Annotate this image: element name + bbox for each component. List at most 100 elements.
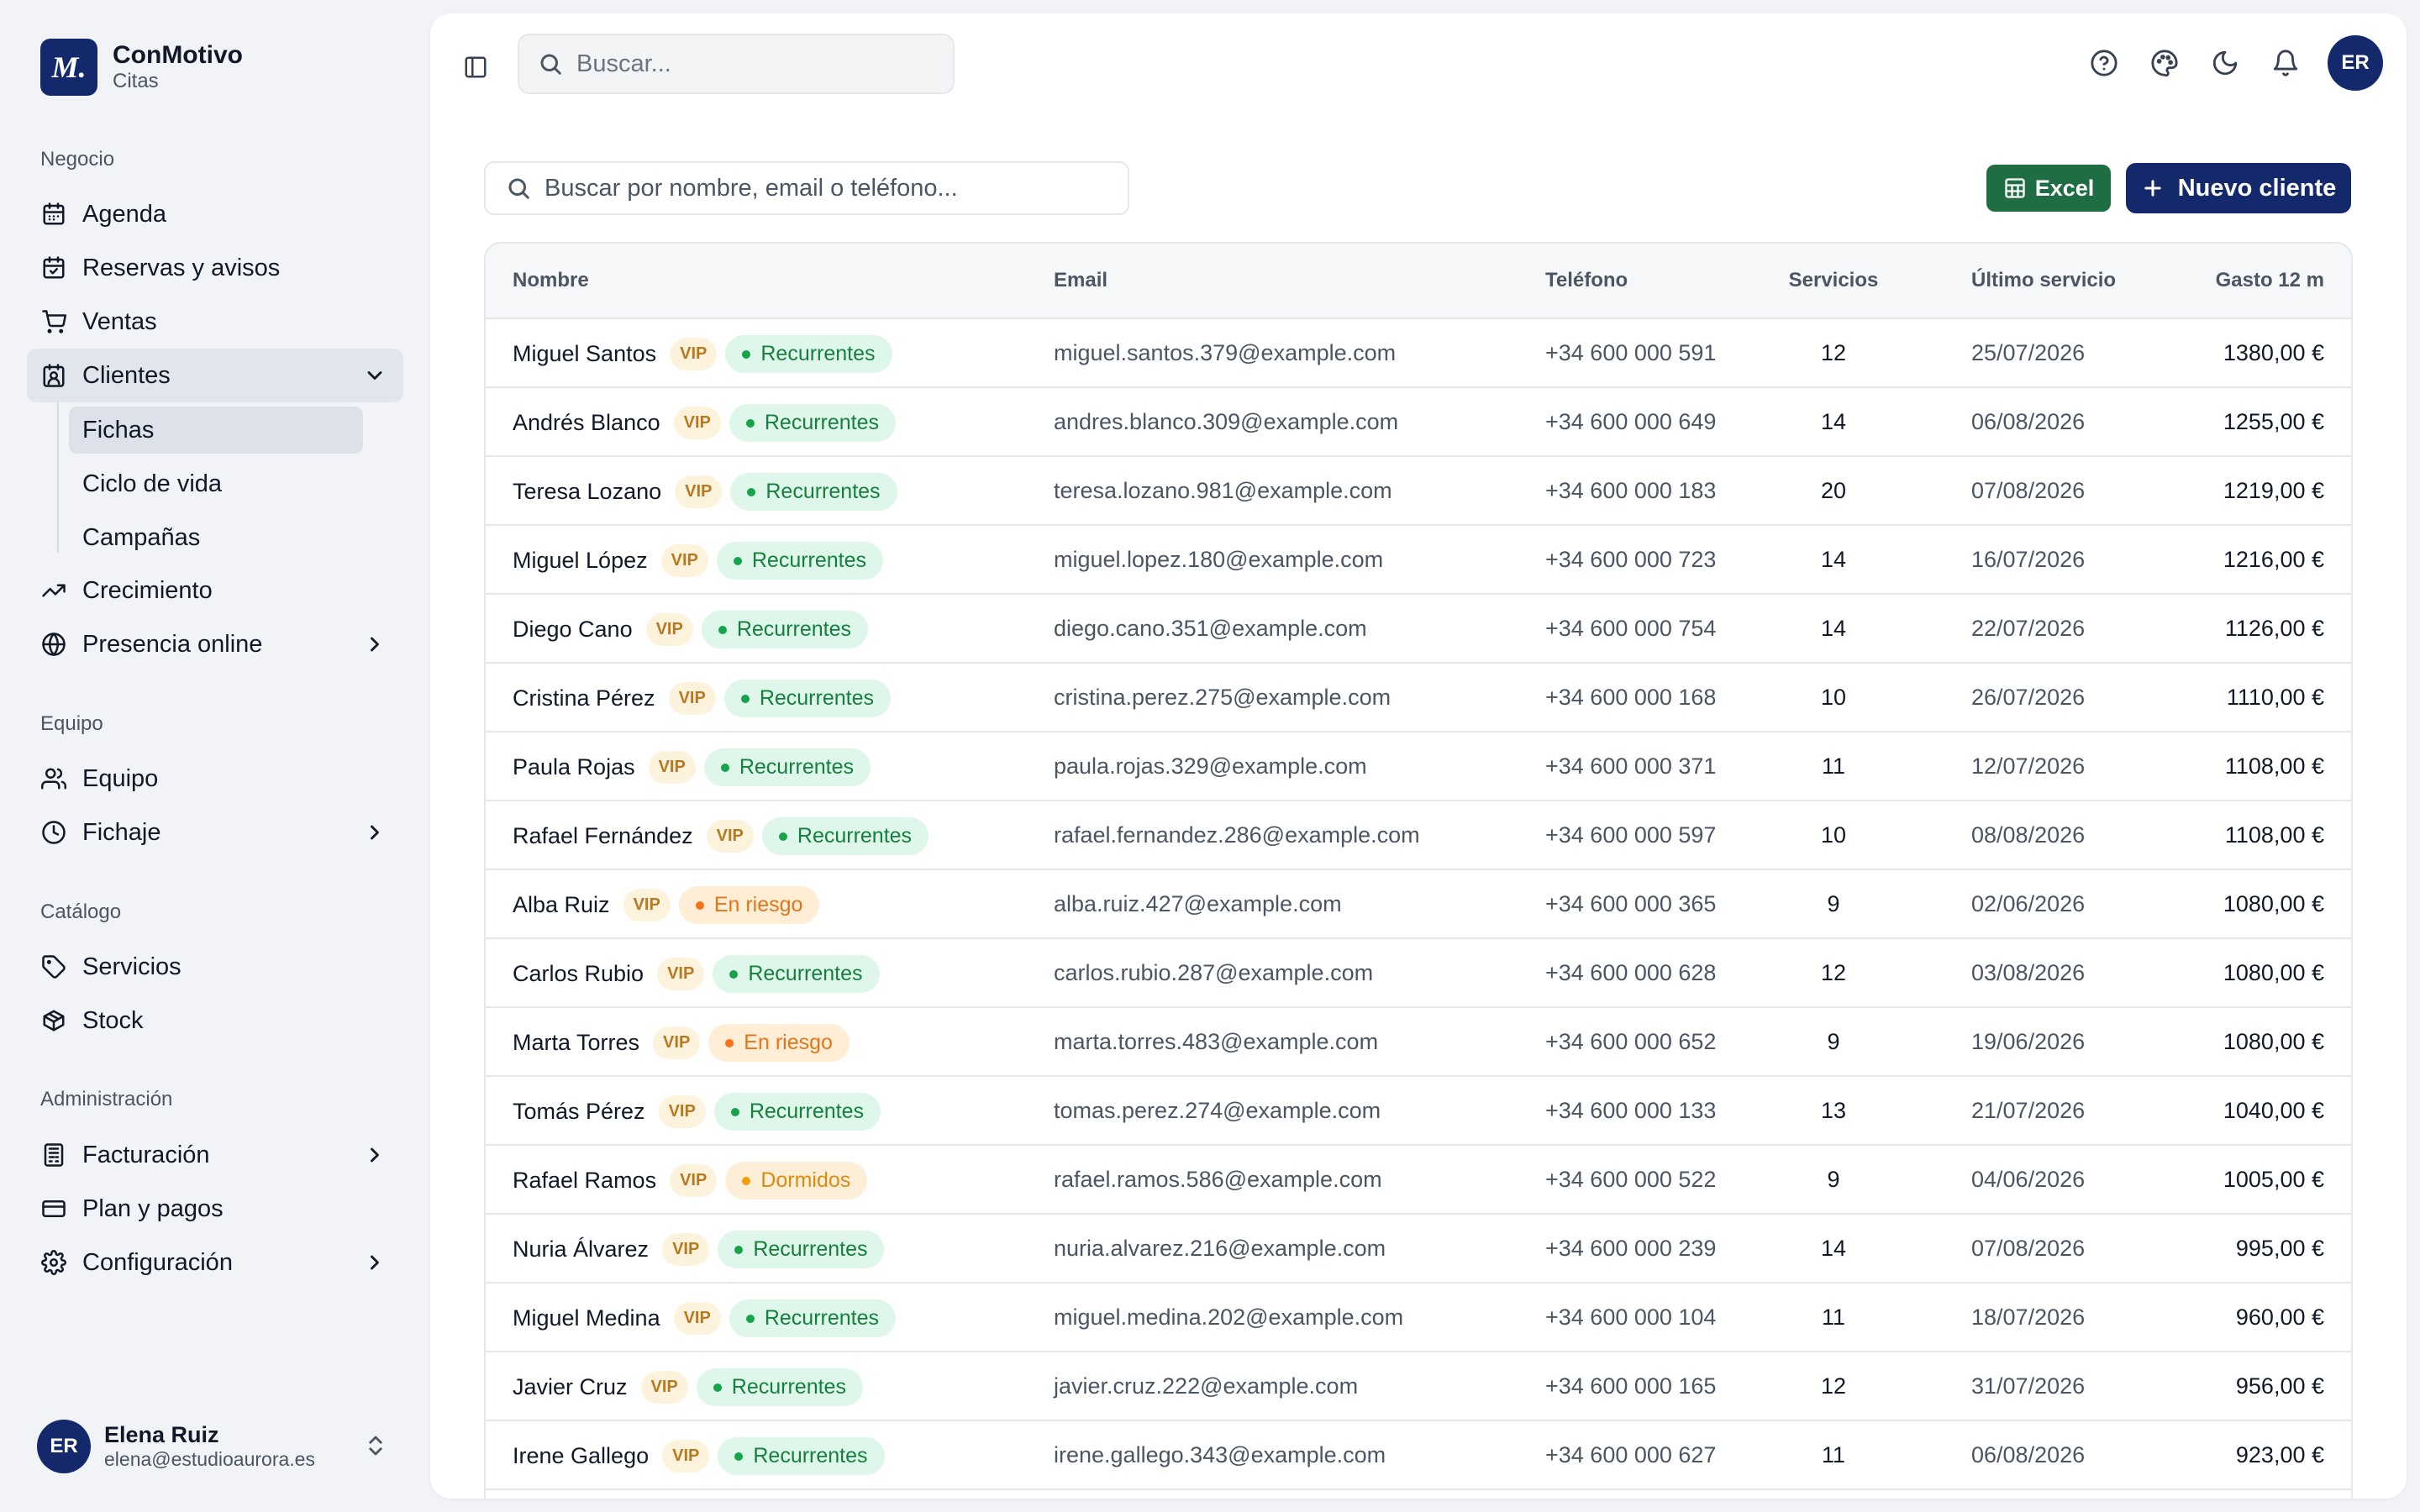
client-name[interactable]: Andrés Blanco	[513, 410, 660, 435]
table-header: Nombre Email Teléfono Servicios Último s…	[486, 244, 2351, 319]
column-header-last-service[interactable]: Último servicio	[1971, 269, 2117, 291]
sidebar-item-configuracion[interactable]: Configuración	[27, 1236, 403, 1289]
client-phone: +34 600 000 239	[1545, 1236, 1717, 1261]
sidebar-item-agenda[interactable]: Agenda	[27, 187, 403, 241]
column-header-services[interactable]: Servicios	[1788, 269, 1879, 291]
help-circle-icon	[2091, 50, 2118, 76]
client-search[interactable]	[484, 161, 1129, 215]
client-name[interactable]: Rafael Ramos	[513, 1168, 657, 1193]
brand-subtitle: Citas	[113, 70, 159, 92]
sidebar-item-servicios[interactable]: Servicios	[27, 940, 403, 994]
theme-palette-button[interactable]	[2141, 39, 2188, 87]
table-row[interactable]: Nuria Álvarez VIP Recurrentes nuria.alvarez…	[486, 1215, 2351, 1284]
sidebar-item-equipo[interactable]: Equipo	[27, 752, 403, 806]
avatar[interactable]: ER	[2328, 35, 2383, 91]
client-name[interactable]: Paula Rojas	[513, 754, 635, 780]
column-header-phone[interactable]: Teléfono	[1545, 269, 1628, 291]
user-menu[interactable]: ER Elena Ruiz elena@estudioaurora.es	[37, 1420, 398, 1473]
client-name[interactable]: Irene Gallego	[513, 1443, 650, 1468]
sidebar-item-stock[interactable]: Stock	[27, 994, 403, 1047]
global-search[interactable]	[518, 34, 955, 94]
table-row[interactable]: Miguel Medina VIP Recurrentes miguel.medina…	[486, 1284, 2351, 1352]
column-header-name[interactable]: Nombre	[513, 269, 589, 291]
segment-label: Recurrentes	[753, 1237, 868, 1261]
sidebar-item-plan-y-pagos[interactable]: Plan y pagos	[27, 1182, 403, 1236]
table-row[interactable]: Cristina Pérez VIP Recurrentes cristina.per…	[486, 664, 2351, 732]
table-row[interactable]: Diego Cano VIP Recurrentes diego.cano.351@e…	[486, 595, 2351, 664]
client-name-cell: Marta Torres VIP En riesgo	[513, 1024, 850, 1062]
segment-badge: Dormidos	[725, 1162, 868, 1200]
table-row[interactable]: Irene Gallego VIP Recurrentes irene.gallego…	[486, 1421, 2351, 1490]
client-services-count: 10	[1820, 685, 1847, 710]
client-name[interactable]: Rafael Fernández	[513, 823, 693, 848]
status-dot-icon	[718, 625, 727, 634]
table-row[interactable]: Rafael Fernández VIP Recurrentes rafael.fer…	[486, 801, 2351, 870]
segment-badge: Recurrentes	[729, 404, 897, 442]
client-services-count: 11	[1821, 753, 1846, 779]
add-client-button[interactable]: Nuevo cliente	[2126, 163, 2351, 213]
sidebar-item-ventas[interactable]: Ventas	[27, 295, 403, 349]
table-row[interactable]: Alba Ruiz VIP En riesgo alba.ruiz.427@examp…	[486, 870, 2351, 939]
status-dot-icon	[695, 900, 704, 910]
column-header-email[interactable]: Email	[1054, 269, 1108, 291]
brand[interactable]: M. ConMotivo Citas	[40, 39, 243, 96]
status-dot-icon	[740, 694, 750, 703]
client-name[interactable]: Marta Torres	[513, 1030, 640, 1055]
sidebar-item-reservas[interactable]: Reservas y avisos	[27, 241, 403, 295]
sidebar-item-clientes[interactable]: Clientes	[27, 349, 403, 402]
client-name[interactable]: Nuria Álvarez	[513, 1236, 650, 1262]
vip-badge: VIP	[662, 1233, 710, 1266]
sidebar-toggle-button[interactable]	[457, 49, 494, 86]
client-search-input[interactable]	[544, 174, 1116, 202]
topbar-actions: ER	[2067, 35, 2383, 91]
table-row[interactable]: Andrés Blanco VIP Recurrentes andres.blanco…	[486, 388, 2351, 457]
client-name[interactable]: Miguel Medina	[513, 1305, 660, 1331]
export-excel-button[interactable]: Excel	[1986, 165, 2111, 212]
dark-mode-button[interactable]	[2202, 39, 2249, 87]
sidebar-item-label: Equipo	[82, 764, 159, 792]
sidebar-item-presencia-online[interactable]: Presencia online	[27, 617, 403, 671]
client-email: teresa.lozano.981@example.com	[1054, 478, 1392, 503]
vip-badge: VIP	[653, 1026, 701, 1059]
status-dot-icon	[742, 349, 751, 359]
table-row[interactable]: Rafael Ramos VIP Dormidos rafael.ramos.586@…	[486, 1146, 2351, 1215]
column-header-spend[interactable]: Gasto 12 m	[2215, 269, 2324, 291]
client-name[interactable]: Tomás Pérez	[513, 1099, 645, 1124]
client-last-service: 03/08/2026	[1971, 960, 2086, 985]
sidebar-item-fichaje[interactable]: Fichaje	[27, 806, 403, 859]
sidebar-item-crecimiento[interactable]: Crecimiento	[27, 564, 403, 617]
table-row[interactable]: Teresa Lozano VIP Recurrentes teresa.lozano…	[486, 457, 2351, 526]
help-button[interactable]	[2081, 39, 2128, 87]
notifications-button[interactable]	[2262, 39, 2309, 87]
client-name-cell: Carlos Rubio VIP Recurrentes	[513, 955, 880, 993]
sidebar-subitem-fichas[interactable]: Fichas	[69, 407, 363, 454]
client-name[interactable]: Carlos Rubio	[513, 961, 644, 986]
client-spend: 1255,00 €	[2223, 409, 2324, 434]
global-search-input[interactable]	[576, 50, 929, 78]
segment-badge: Recurrentes	[703, 748, 871, 786]
table-row[interactable]: Carlos Rubio VIP Recurrentes carlos.rubio.2…	[486, 939, 2351, 1008]
client-phone: +34 600 000 591	[1545, 340, 1717, 365]
sidebar-item-facturacion[interactable]: Facturación	[27, 1128, 403, 1182]
client-name[interactable]: Miguel Santos	[513, 341, 657, 366]
sidebar-subitem-ciclo-de-vida[interactable]: Ciclo de vida	[82, 470, 223, 497]
sidebar-subitem-campanas[interactable]: Campañas	[82, 523, 201, 551]
table-row[interactable]: Miguel López VIP Recurrentes miguel.lopez.1…	[486, 526, 2351, 595]
add-client-label: Nuevo cliente	[2177, 174, 2337, 202]
table-row[interactable]: Javier Cruz VIP Recurrentes javier.cruz.222…	[486, 1352, 2351, 1421]
table-row[interactable]: Miguel Santos VIP Recurrentes miguel.santos…	[486, 319, 2351, 388]
table-row[interactable]: Tomás Pérez VIP Recurrentes tomas.perez.274…	[486, 1077, 2351, 1146]
client-name[interactable]: Javier Cruz	[513, 1374, 628, 1399]
client-phone: +34 600 000 723	[1545, 547, 1717, 572]
plus-icon	[2144, 180, 2161, 197]
client-last-service: 16/07/2026	[1971, 547, 2086, 572]
client-name[interactable]: Cristina Pérez	[513, 685, 655, 711]
table-row[interactable]: Marta Torres VIP En riesgo marta.torres.483…	[486, 1008, 2351, 1077]
main-panel: ER Excel Nuevo cliente Nombre Email Telé…	[430, 13, 2407, 1499]
client-name[interactable]: Diego Cano	[513, 617, 633, 642]
client-name[interactable]: Teresa Lozano	[513, 479, 662, 504]
table-row[interactable]: Paula Rojas VIP Recurrentes paula.rojas.329…	[486, 732, 2351, 801]
segment-badge: Recurrentes	[729, 1299, 897, 1337]
client-name[interactable]: Alba Ruiz	[513, 892, 610, 917]
client-name[interactable]: Miguel López	[513, 548, 648, 573]
